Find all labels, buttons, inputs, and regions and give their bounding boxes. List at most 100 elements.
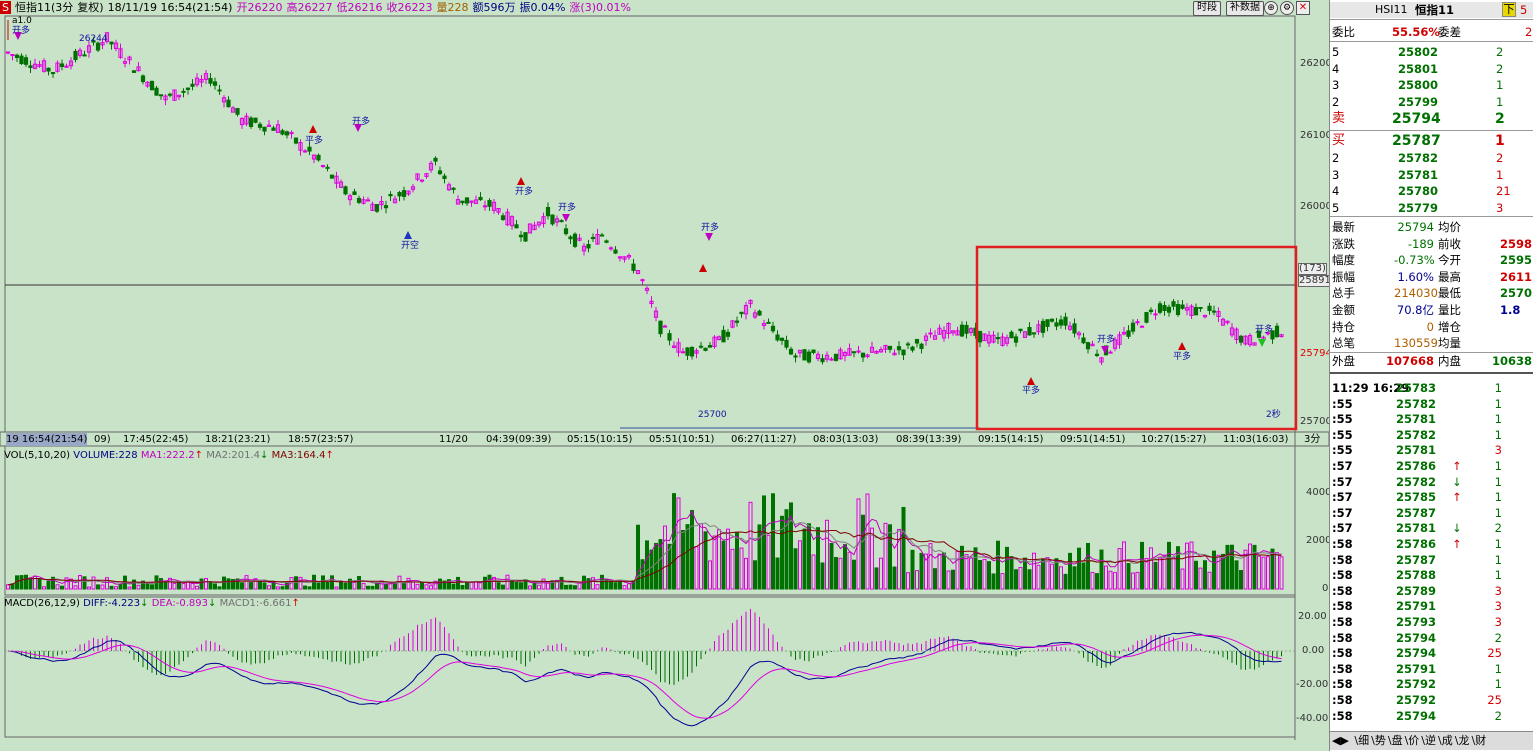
signal-arrow: [1101, 346, 1109, 354]
candle-body: [208, 78, 213, 84]
volume-bar: [55, 584, 60, 590]
tick-price: 25789: [1396, 583, 1437, 598]
tick-time: :58: [1332, 708, 1353, 723]
volume-bar: [1117, 548, 1122, 590]
candle-body: [829, 358, 834, 361]
volume-bar: [37, 578, 42, 590]
down-button[interactable]: 下: [1502, 2, 1516, 17]
candle-body: [433, 157, 438, 162]
tick-price: 25793: [1396, 615, 1437, 629]
volume-bar: [1077, 547, 1081, 590]
volume-bar: [447, 579, 451, 590]
candle-body: [923, 335, 929, 341]
candle-body: [1270, 330, 1275, 340]
tab-龙[interactable]: \龙: [1454, 734, 1470, 747]
volume-bar: [361, 582, 366, 590]
signal-arrow: [705, 233, 713, 241]
tick-time: :58: [1332, 661, 1353, 676]
candle-body: [946, 323, 951, 334]
time-axis-label: 09:15(14:15): [978, 434, 1044, 445]
volume-bar: [1275, 552, 1279, 590]
diff-value: 2: [1525, 25, 1533, 39]
candle-body: [379, 201, 384, 206]
volume-bar: [1086, 542, 1090, 590]
stat-value: 0: [1426, 319, 1434, 334]
candle-body: [1202, 314, 1208, 318]
level-label: 4: [1332, 184, 1340, 198]
candle-body: [217, 89, 222, 92]
tick-price: 25788: [1396, 568, 1437, 583]
volume-bar: [262, 582, 267, 590]
candle-body: [145, 81, 150, 87]
time-axis-label: 11:03(16:03): [1223, 434, 1289, 445]
signal-arrow: [309, 125, 317, 133]
volume-bar: [852, 559, 856, 590]
tab-盘[interactable]: \盘: [1387, 734, 1403, 747]
chart-canvas[interactable]: [0, 0, 1329, 751]
volume-bar: [793, 548, 798, 590]
candle-body: [955, 330, 960, 336]
volume-bar: [424, 584, 429, 590]
stat-value: 2595: [1500, 253, 1533, 268]
candle-body: [905, 343, 911, 346]
candle-body: [365, 199, 371, 202]
candle-body: [158, 94, 164, 97]
candle-body: [523, 232, 528, 242]
candle-body: [424, 173, 429, 177]
volume-bar: [735, 531, 739, 590]
candle-body: [1117, 334, 1122, 345]
bid-level-row: 4 25780 21: [1330, 183, 1533, 199]
tab-逆[interactable]: \逆: [1421, 734, 1437, 747]
close-icon[interactable]: ✕: [1296, 1, 1310, 15]
volume-bar: [663, 525, 667, 590]
candle-body: [32, 63, 38, 69]
volume-bar: [775, 557, 780, 590]
fill-data-button[interactable]: 补数据: [1226, 1, 1264, 16]
stat-value: 2570: [1500, 286, 1533, 301]
candle-body: [865, 354, 870, 358]
ask-volume: 2: [1495, 111, 1505, 127]
tab-财[interactable]: \财: [1471, 734, 1487, 747]
candle-body: [779, 337, 785, 341]
candle-body: [622, 256, 627, 260]
gear-icon[interactable]: ⚙: [1280, 1, 1294, 15]
candle-body: [586, 244, 591, 249]
volume-bar: [559, 576, 564, 590]
candle-body: [37, 64, 42, 67]
volume-bar: [870, 527, 874, 590]
tick-volume: 25: [1487, 646, 1502, 661]
bid-price: 25781: [1398, 167, 1439, 182]
volume-bar: [937, 553, 942, 590]
candle-body: [478, 196, 483, 201]
tab-成[interactable]: \成: [1438, 734, 1453, 747]
page-button[interactable]: 5: [1520, 3, 1528, 17]
candle-body: [59, 63, 65, 68]
quote-stat-row: 总笔 130559 均量: [1330, 335, 1533, 351]
volume-bar: [136, 584, 141, 590]
time-axis-label: 05:15(10:15): [567, 434, 633, 445]
tab-势[interactable]: \势: [1371, 734, 1386, 747]
search-icon[interactable]: ⊕: [1264, 1, 1278, 15]
tick-row: :57 25785 ↑ 1: [1330, 489, 1533, 505]
volume-bar: [784, 509, 789, 590]
candle-body: [802, 349, 807, 361]
volume-bar: [748, 501, 753, 590]
tab-价[interactable]: \价: [1404, 734, 1420, 747]
candle-body: [1067, 325, 1073, 330]
tab-scroll-left-icon[interactable]: ◀▶: [1332, 734, 1349, 747]
candle-body: [536, 221, 542, 226]
time-axis-label: 09:51(14:51): [1060, 434, 1126, 445]
time-period-button[interactable]: 时段: [1193, 1, 1221, 16]
candle-body: [298, 142, 303, 151]
volume-bar: [771, 493, 775, 590]
volume-bar: [703, 531, 708, 590]
open-value: 开26220: [236, 1, 283, 14]
tick-volume: 1: [1494, 677, 1502, 692]
volume-bar: [820, 562, 825, 590]
candle-body: [1085, 342, 1091, 350]
candle-body: [1265, 332, 1271, 335]
volume-bar: [865, 493, 870, 590]
tab-细[interactable]: \细: [1354, 734, 1370, 747]
volume-bar: [1239, 570, 1243, 590]
volume-bar: [307, 586, 312, 590]
